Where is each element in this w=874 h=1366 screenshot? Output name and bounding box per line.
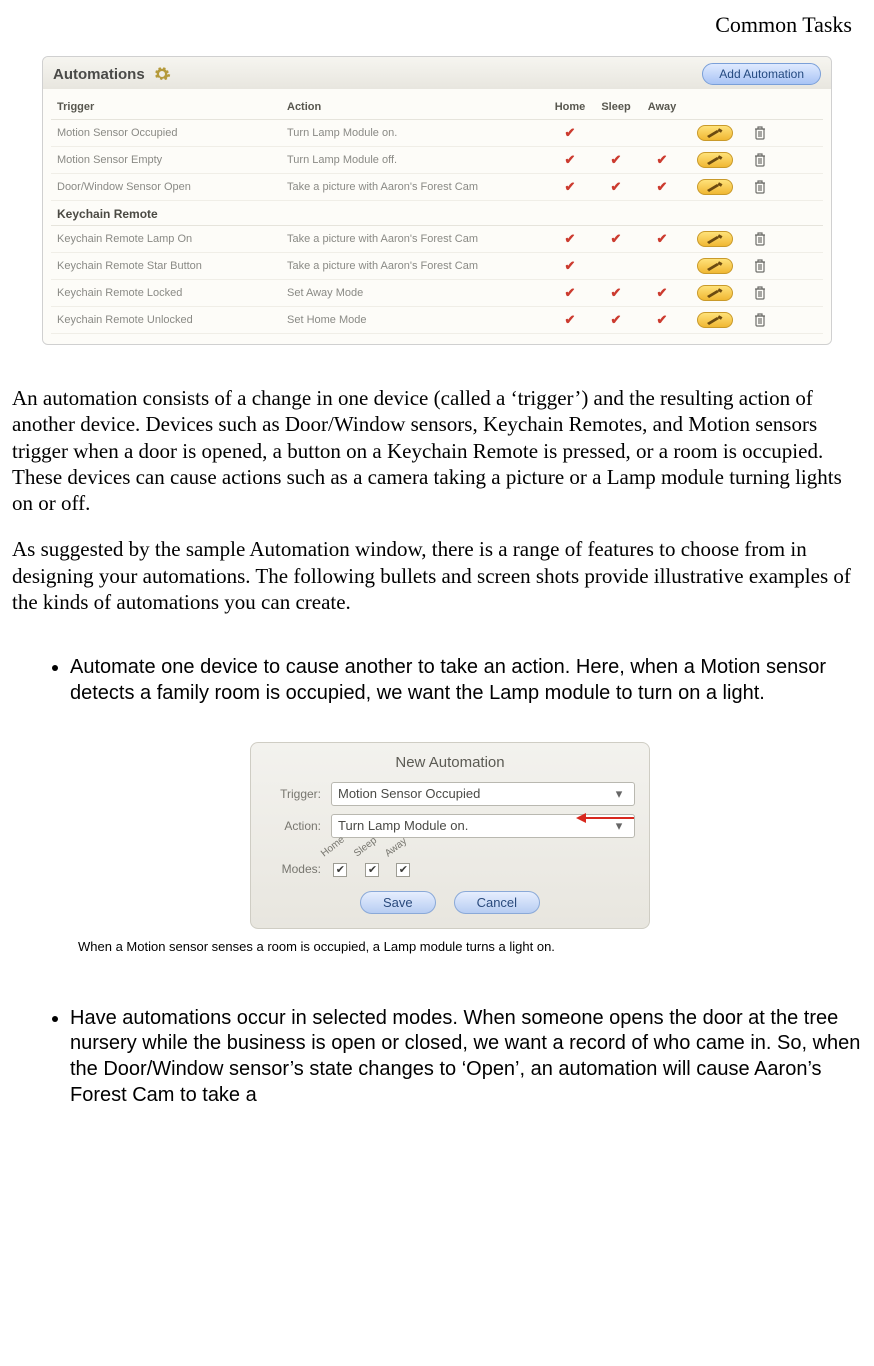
panel-title: Automations xyxy=(53,66,145,83)
edit-button[interactable] xyxy=(697,258,733,274)
cell-sleep-check: ✔ xyxy=(593,179,639,195)
table-row: Keychain Remote Star ButtonTake a pictur… xyxy=(51,253,823,280)
trigger-value: Motion Sensor Occupied xyxy=(338,786,480,803)
delete-button[interactable] xyxy=(745,232,775,246)
edit-button[interactable] xyxy=(697,231,733,247)
delete-button[interactable] xyxy=(745,180,775,194)
cell-trigger: Motion Sensor Occupied xyxy=(57,127,287,139)
cell-home-check: ✔ xyxy=(547,285,593,301)
cell-action: Set Home Mode xyxy=(287,314,547,326)
bullet-1-text: Automate one device to cause another to … xyxy=(70,656,826,704)
cell-action: Take a picture with Aaron's Forest Cam xyxy=(287,233,547,245)
trigger-label: Trigger: xyxy=(265,787,321,802)
annotation-arrow-icon xyxy=(576,811,636,825)
cell-trigger: Keychain Remote Lamp On xyxy=(57,233,287,245)
bullet-2-text: Have automations occur in selected modes… xyxy=(70,1007,860,1106)
edit-button[interactable] xyxy=(697,125,733,141)
delete-button[interactable] xyxy=(745,313,775,327)
col-away: Away xyxy=(639,101,685,113)
delete-button[interactable] xyxy=(745,153,775,167)
dialog-title: New Automation xyxy=(265,753,635,772)
cell-action: Take a picture with Aaron's Forest Cam xyxy=(287,260,547,272)
automations-panel: Automations Add Automation Trigger Actio… xyxy=(42,56,832,345)
cell-trigger: Keychain Remote Star Button xyxy=(57,260,287,272)
mode-home-checkbox[interactable]: ✔ xyxy=(333,863,347,877)
new-automation-dialog: New Automation Trigger: Motion Sensor Oc… xyxy=(250,742,650,929)
cell-sleep-check: ✔ xyxy=(593,231,639,247)
cell-home-check: ✔ xyxy=(547,312,593,328)
modes-label: Modes: xyxy=(265,862,321,877)
cell-home-check: ✔ xyxy=(547,231,593,247)
save-button[interactable]: Save xyxy=(360,891,436,914)
action-label: Action: xyxy=(265,819,321,834)
cell-away-check: ✔ xyxy=(639,285,685,301)
chevron-down-icon: ▾ xyxy=(610,786,628,803)
table-row: Keychain Remote LockedSet Away Mode✔✔✔ xyxy=(51,280,823,307)
table-row: Door/Window Sensor OpenTake a picture wi… xyxy=(51,174,823,201)
cell-home-check: ✔ xyxy=(547,152,593,168)
action-value: Turn Lamp Module on. xyxy=(338,818,468,835)
cell-action: Turn Lamp Module off. xyxy=(287,154,547,166)
cell-home-check: ✔ xyxy=(547,179,593,195)
cell-sleep-check: ✔ xyxy=(593,312,639,328)
table-row: Keychain Remote UnlockedSet Home Mode✔✔✔ xyxy=(51,307,823,334)
edit-button[interactable] xyxy=(697,152,733,168)
add-automation-button[interactable]: Add Automation xyxy=(702,63,821,85)
delete-button[interactable] xyxy=(745,286,775,300)
table-row: Motion Sensor OccupiedTurn Lamp Module o… xyxy=(51,120,823,147)
cell-action: Turn Lamp Module on. xyxy=(287,127,547,139)
cell-sleep-check: ✔ xyxy=(593,152,639,168)
table-row: Keychain Remote Lamp OnTake a picture wi… xyxy=(51,226,823,253)
col-sleep: Sleep xyxy=(593,101,639,113)
cell-sleep-check: ✔ xyxy=(593,285,639,301)
cell-home-check: ✔ xyxy=(547,258,593,274)
cell-action: Set Away Mode xyxy=(287,287,547,299)
delete-button[interactable] xyxy=(745,259,775,273)
mode-home-label: Home xyxy=(319,835,348,862)
delete-button[interactable] xyxy=(745,126,775,140)
table-row: Motion Sensor EmptyTurn Lamp Module off.… xyxy=(51,147,823,174)
cell-action: Take a picture with Aaron's Forest Cam xyxy=(287,181,547,193)
cell-trigger: Motion Sensor Empty xyxy=(57,154,287,166)
cell-trigger: Keychain Remote Locked xyxy=(57,287,287,299)
cell-away-check: ✔ xyxy=(639,179,685,195)
mode-sleep-checkbox[interactable]: ✔ xyxy=(365,863,379,877)
edit-button[interactable] xyxy=(697,179,733,195)
mode-sleep-label: Sleep xyxy=(352,835,380,861)
group-keychain-remote: Keychain Remote xyxy=(51,201,823,226)
cell-away-check: ✔ xyxy=(639,152,685,168)
edit-button[interactable] xyxy=(697,312,733,328)
cell-trigger: Door/Window Sensor Open xyxy=(57,181,287,193)
col-home: Home xyxy=(547,101,593,113)
gear-icon[interactable] xyxy=(153,65,171,83)
cancel-button[interactable]: Cancel xyxy=(454,891,540,914)
mode-away-checkbox[interactable]: ✔ xyxy=(396,863,410,877)
edit-button[interactable] xyxy=(697,285,733,301)
bullet-1: Automate one device to cause another to … xyxy=(70,655,862,956)
caption-1: When a Motion sensor senses a room is oc… xyxy=(78,939,862,956)
paragraph-1: An automation consists of a change in on… xyxy=(12,385,862,516)
cell-trigger: Keychain Remote Unlocked xyxy=(57,314,287,326)
col-action: Action xyxy=(287,101,547,113)
cell-away-check: ✔ xyxy=(639,231,685,247)
col-trigger: Trigger xyxy=(57,101,287,113)
page-header: Common Tasks xyxy=(12,8,862,56)
bullet-2: Have automations occur in selected modes… xyxy=(70,1006,862,1108)
cell-home-check: ✔ xyxy=(547,125,593,141)
trigger-select[interactable]: Motion Sensor Occupied ▾ xyxy=(331,782,635,806)
paragraph-2: As suggested by the sample Automation wi… xyxy=(12,536,862,615)
cell-away-check: ✔ xyxy=(639,312,685,328)
mode-away-label: Away xyxy=(383,836,410,861)
